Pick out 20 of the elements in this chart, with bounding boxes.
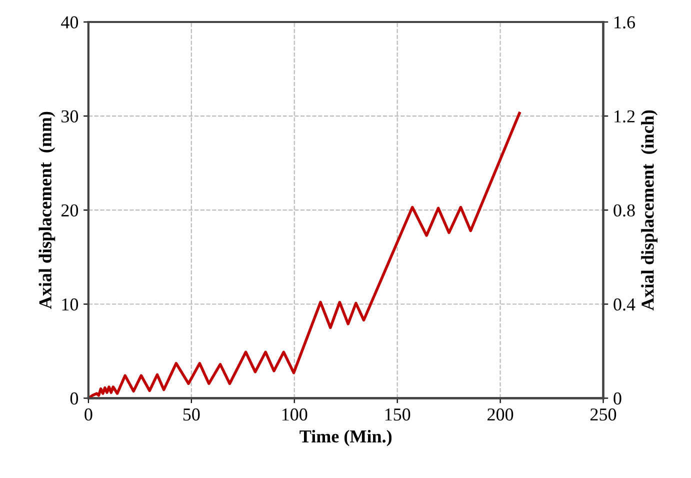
y2-tick-label: 0.4 — [614, 298, 636, 311]
x-tick-label: 100 — [282, 408, 308, 421]
y2-tick-label: 1.6 — [614, 16, 635, 29]
y-tick-label: 20 — [61, 204, 78, 217]
y-tick-label: 0 — [70, 392, 78, 405]
y-tick-label: 30 — [62, 110, 78, 122]
y-tick-label: 10 — [62, 298, 78, 311]
line-series — [88, 112, 521, 398]
x-tick-label: 200 — [488, 408, 514, 421]
y-axis-title: Axial displacement (mm) — [38, 112, 56, 309]
y-tick-label: 40 — [61, 16, 78, 28]
x-axis-title: Time (Min.) — [300, 430, 392, 446]
y2-tick-label: 0 — [614, 392, 622, 405]
x-tick-label: 0 — [84, 408, 92, 421]
x-tick-label: 150 — [385, 408, 410, 421]
y2-tick-label: 0.8 — [614, 204, 635, 217]
x-tick-label: 50 — [183, 408, 200, 421]
y2-tick-label: 1.2 — [614, 110, 635, 123]
x-tick-label: 250 — [590, 408, 616, 421]
y2-axis-title: Axial displacement (inch) — [641, 110, 658, 310]
